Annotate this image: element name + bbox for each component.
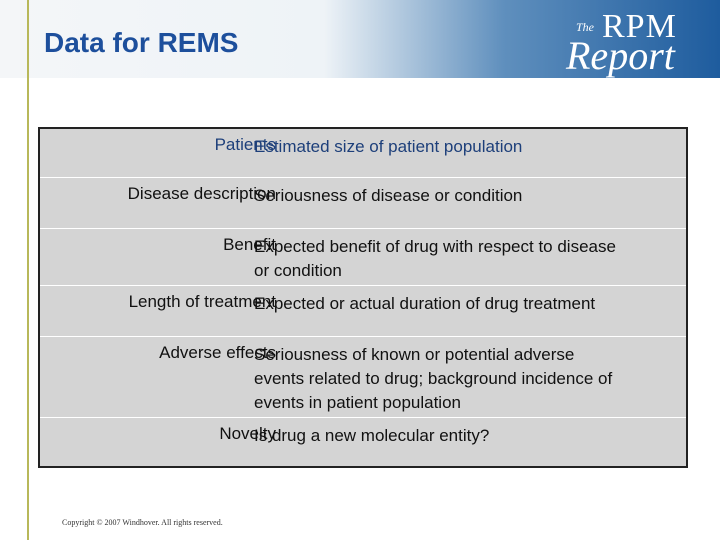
logo-rpm: RPM [602,8,677,45]
description-line: Seriousness of disease or condition [254,186,523,205]
table-row: Disease description Seriousness of disea… [40,178,686,229]
description-line: Expected benefit of drug with respect to… [254,237,616,256]
description-line: or condition [254,261,342,280]
row-label: Novelty [219,424,276,443]
copyright-footer: Copyright © 2007 Windhover. All rights r… [62,518,223,527]
table-row: Adverse effects Seriousness of known or … [40,337,686,418]
header-band [0,0,720,78]
description-line: Seriousness of known or potential advers… [254,345,575,364]
logo-the: The [576,20,594,34]
row-description: Seriousness of known or potential advers… [254,343,684,415]
row-description: Expected or actual duration of drug trea… [254,292,684,316]
description-line: events in patient population [254,393,461,412]
description-line: events related to drug; background incid… [254,369,613,388]
row-description: Is drug a new molecular entity? [254,424,684,448]
rpm-report-logo: The RPM Report [560,6,700,78]
row-label: Patients [214,135,276,154]
row-label: Length of treatment [128,292,276,311]
table-row: Length of treatment Expected or actual d… [40,286,686,337]
table-row: Benefit Expected benefit of drug with re… [40,229,686,286]
row-label: Adverse effects [159,343,276,362]
description-line: Expected or actual duration of drug trea… [254,294,596,313]
row-description: Expected benefit of drug with respect to… [254,235,684,283]
slide-title: Data for REMS [44,27,239,58]
rems-data-table: Patients Estimated size of patient popul… [38,127,688,468]
row-label: Disease description [127,184,276,203]
description-line: Is drug a new molecular entity? [254,426,490,445]
accent-line [27,0,29,540]
table-row: Patients Estimated size of patient popul… [40,129,686,178]
row-description: Seriousness of disease or condition [254,184,684,208]
logo-report: Report [566,33,675,78]
description-line: Estimated size of patient population [254,137,523,156]
table-row: Novelty Is drug a new molecular entity? [40,418,686,466]
row-description: Estimated size of patient population [254,135,684,159]
row-label: Benefit [223,235,276,254]
